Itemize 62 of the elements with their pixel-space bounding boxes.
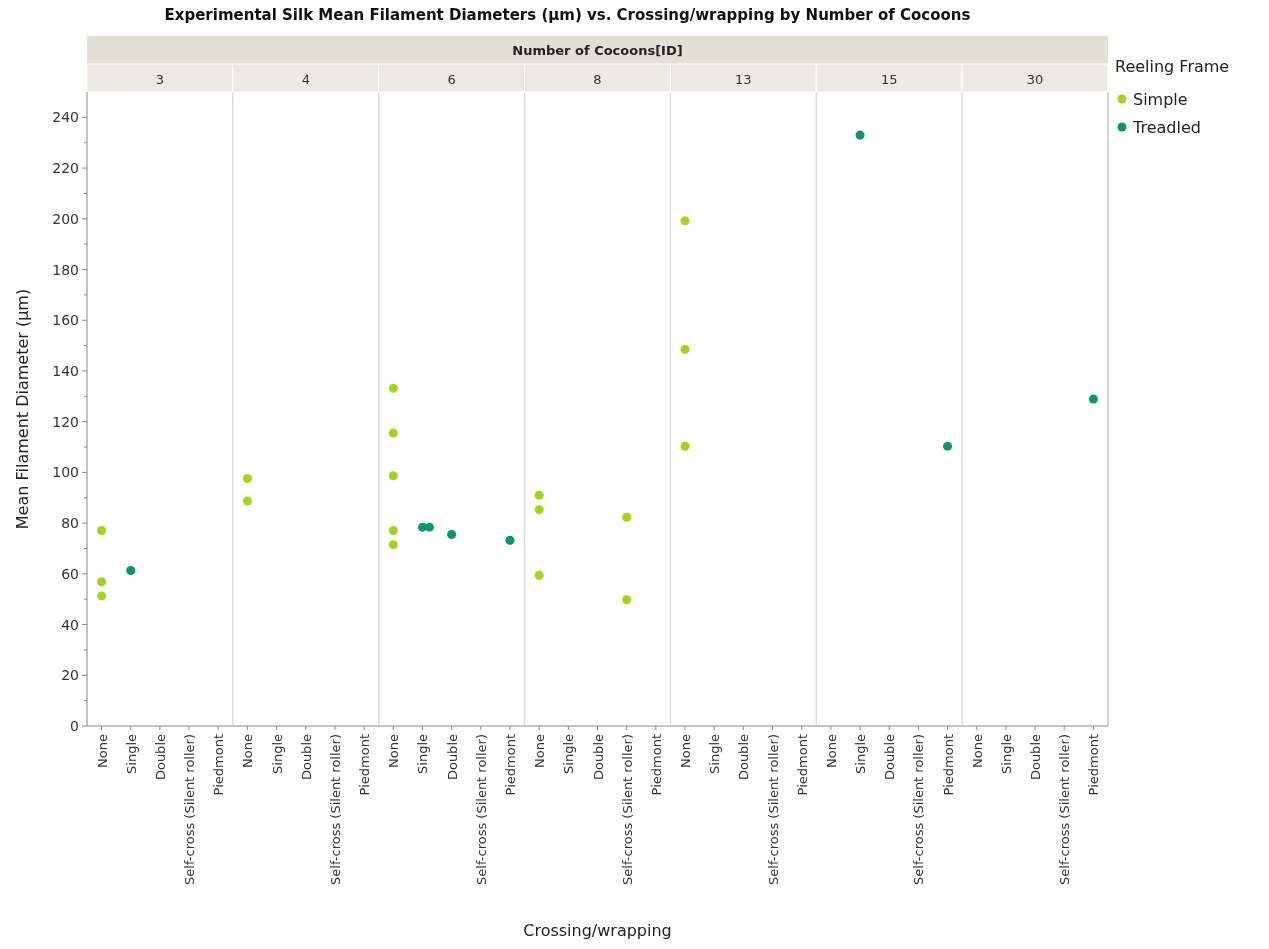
x-tick-label: Double <box>590 734 606 781</box>
x-tick-label: Single <box>707 734 723 774</box>
x-tick-label: Piedmont <box>648 734 664 796</box>
text: Number of Cocoons[ID] <box>512 43 683 58</box>
x-tick-label: Double <box>736 734 752 781</box>
x-tick-label: Double <box>882 734 898 781</box>
legend-label: Treadled <box>1132 118 1201 137</box>
y-tick-label: 40 <box>61 616 79 633</box>
x-tick-label: Piedmont <box>940 734 956 796</box>
y-tick-label: 100 <box>52 464 79 481</box>
x-tick-label: Piedmont <box>1086 734 1102 796</box>
y-tick-label: 60 <box>61 565 79 582</box>
x-tick-label: None <box>240 734 256 768</box>
chart-subtitle: 4 <box>301 72 310 87</box>
x-tick-label: None <box>386 734 402 768</box>
x-tick-label: Single <box>561 734 577 774</box>
x-tick-label: Single <box>853 734 869 774</box>
y-axis-title: Mean Filament Diameter (µm) <box>13 288 32 530</box>
chart-subtitle: 30 <box>1026 72 1044 87</box>
chart-subtitle: 3 <box>155 72 165 87</box>
x-tick-label: Self-cross (Silent roller) <box>765 734 781 885</box>
x-tick-label: Self-cross (Silent roller) <box>911 734 927 885</box>
x-tick-label: Self-cross (Silent roller) <box>473 734 489 885</box>
x-tick-label: Piedmont <box>357 734 373 796</box>
x-tick-label: None <box>532 734 548 768</box>
chart-subtitle: 8 <box>593 72 602 87</box>
y-tick-label: 20 <box>61 667 79 684</box>
y-tick-label: 140 <box>52 362 79 379</box>
chart-subtitle: 6 <box>447 72 456 87</box>
chart-subtitle: 15 <box>880 72 898 87</box>
x-tick-label: Single <box>269 734 285 774</box>
x-tick-label: Self-cross (Silent roller) <box>182 734 198 885</box>
y-tick-label: 200 <box>52 210 79 227</box>
x-tick-label: None <box>823 734 839 768</box>
chart-title: Experimental Silk Mean Filament Diameters (µm) vs. Crossing/wrapping by Number of Cocoons <box>164 6 971 24</box>
legend-label: Simple <box>1133 90 1188 109</box>
x-tick-label: Piedmont <box>794 734 810 796</box>
legend-title: Reeling Frame <box>1115 57 1230 76</box>
x-axis-title: Crossing/wrapping <box>523 921 672 940</box>
x-tick-label: Double <box>444 734 460 781</box>
x-tick-label: Single <box>998 734 1014 774</box>
x-tick-label: Double <box>298 734 314 781</box>
y-tick-label: 220 <box>52 160 79 177</box>
x-tick-label: Piedmont <box>502 734 518 796</box>
y-tick-label: 160 <box>52 312 79 329</box>
x-tick-label: None <box>969 734 985 768</box>
y-tick-label: 120 <box>52 413 79 430</box>
x-tick-label: Double <box>152 734 168 781</box>
x-tick-label: Piedmont <box>211 734 227 796</box>
x-tick-label: None <box>94 734 110 768</box>
x-tick-label: Self-cross (Silent roller) <box>619 734 635 885</box>
x-tick-label: Single <box>123 734 139 774</box>
x-tick-label: Double <box>1028 734 1044 781</box>
y-tick-label: 240 <box>52 109 79 126</box>
y-tick-label: 0 <box>70 718 79 734</box>
x-tick-label: Self-cross (Silent roller) <box>327 734 343 885</box>
x-tick-label: Single <box>415 734 431 774</box>
y-tick-label: 180 <box>52 261 79 278</box>
chart-subtitle: 13 <box>735 72 752 87</box>
x-tick-label: Self-cross (Silent roller) <box>1057 734 1073 885</box>
x-tick-label: None <box>678 734 694 768</box>
y-tick-label: 80 <box>61 515 79 532</box>
